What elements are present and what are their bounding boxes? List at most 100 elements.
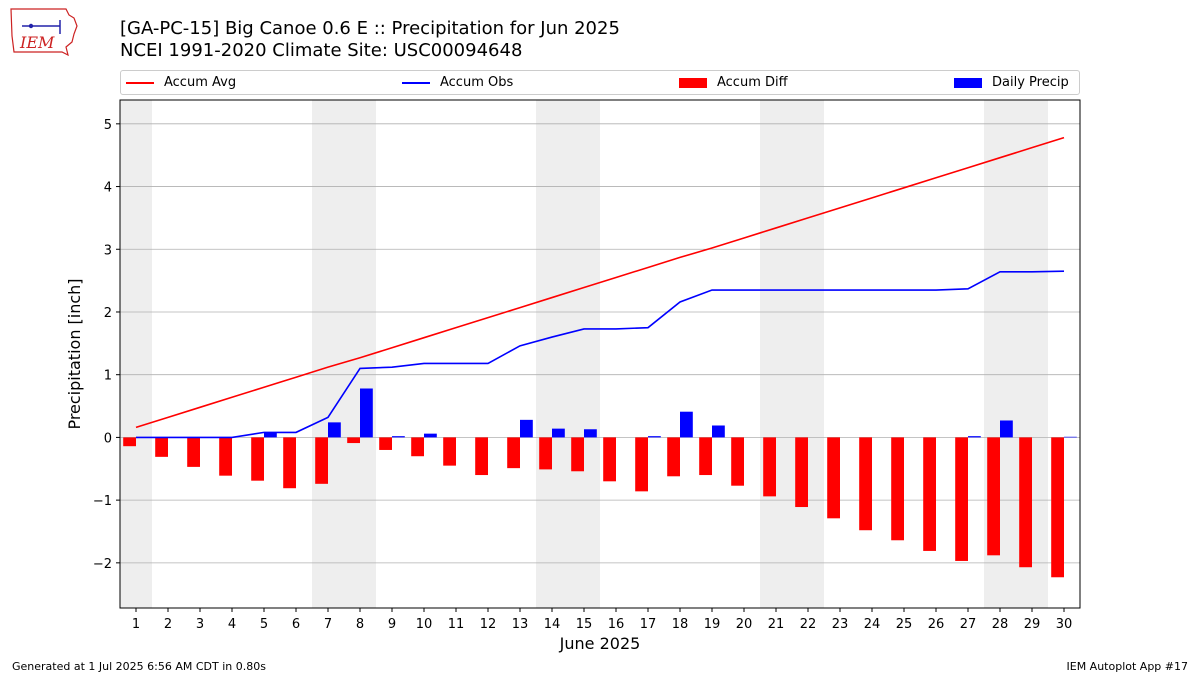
- bar-accum-diff-29: [1019, 437, 1032, 568]
- x-tick-label: 20: [736, 617, 753, 632]
- x-tick-label: 12: [480, 617, 497, 632]
- x-tick-label: 17: [640, 617, 657, 632]
- x-tick-label: 10: [416, 617, 433, 632]
- legend-label-daily-precip: Daily Precip: [992, 75, 1069, 90]
- x-tick-label: 5: [260, 617, 268, 632]
- x-tick-label: 16: [608, 617, 625, 632]
- shade-day-15: [568, 100, 600, 608]
- y-tick-label: −2: [93, 557, 112, 572]
- y-tick-label: 3: [104, 243, 112, 258]
- footer-app: IEM Autoplot App #17: [1066, 660, 1189, 673]
- shade-day-22: [792, 100, 824, 608]
- legend-item-accum-avg: Accum Avg: [126, 74, 236, 92]
- bar-daily-precip-27: [968, 436, 981, 438]
- y-tick-label: 5: [104, 118, 112, 133]
- x-tick-label: 6: [292, 617, 300, 632]
- bar-daily-precip-28: [1000, 420, 1013, 438]
- bar-daily-precip-18: [680, 411, 693, 438]
- legend-label-accum-avg: Accum Avg: [164, 75, 237, 90]
- legend-label-accum-obs: Accum Obs: [440, 75, 514, 90]
- bar-daily-precip-15: [584, 429, 597, 438]
- bar-accum-diff-21: [763, 437, 776, 497]
- x-tick-label: 15: [576, 617, 593, 632]
- bar-daily-precip-9: [392, 436, 405, 438]
- bar-accum-diff-26: [923, 437, 936, 551]
- x-tick-label: 2: [164, 617, 172, 632]
- bar-accum-diff-5: [251, 437, 264, 481]
- x-tick-label: 26: [928, 617, 945, 632]
- x-tick-label: 30: [1056, 617, 1073, 632]
- bar-accum-diff-6: [283, 437, 296, 489]
- bar-accum-diff-11: [443, 437, 456, 466]
- bar-accum-diff-2: [155, 437, 168, 457]
- legend-item-accum-obs: Accum Obs: [402, 74, 513, 92]
- x-tick-label: 28: [992, 617, 1009, 632]
- shade-day-21: [760, 100, 792, 608]
- bar-daily-precip-19: [712, 425, 725, 438]
- x-tick-label: 23: [832, 617, 849, 632]
- bar-accum-diff-4: [219, 437, 232, 476]
- bar-accum-diff-14: [539, 437, 552, 470]
- bar-accum-diff-18: [667, 437, 680, 477]
- plot-frame: [119, 99, 1081, 609]
- shade-day-1: [120, 100, 152, 608]
- bar-accum-diff-17: [635, 437, 648, 492]
- bar-accum-diff-25: [891, 437, 904, 541]
- y-axis-label: Precipitation [inch]: [65, 278, 84, 429]
- x-tick-label: 21: [768, 617, 785, 632]
- shade-day-14: [536, 100, 568, 608]
- x-tick-label: 11: [448, 617, 465, 632]
- x-tick-label: 3: [196, 617, 204, 632]
- x-tick-label: 8: [356, 617, 364, 632]
- y-tick-label: 1: [104, 369, 112, 384]
- x-tick-label: 1: [132, 617, 140, 632]
- bar-accum-diff-16: [603, 437, 616, 482]
- bar-accum-diff-15: [571, 437, 584, 472]
- bar-daily-precip-8: [360, 388, 373, 438]
- bar-accum-diff-23: [827, 437, 840, 519]
- y-tick-label: 2: [104, 306, 112, 321]
- bar-accum-diff-28: [987, 437, 1000, 556]
- bar-accum-diff-10: [411, 437, 424, 457]
- legend-item-accum-diff: Accum Diff: [679, 74, 788, 92]
- bar-daily-precip-13: [520, 419, 533, 438]
- line-accum-avg: [135, 136, 1065, 429]
- legend-swatch-accum-avg: [126, 81, 154, 84]
- x-tick-label: 25: [896, 617, 913, 632]
- x-tick-label: 22: [800, 617, 817, 632]
- x-tick-label: 9: [388, 617, 396, 632]
- bar-accum-diff-30: [1051, 437, 1064, 578]
- x-tick-label: 14: [544, 617, 561, 632]
- bar-daily-precip-30: [1064, 436, 1077, 438]
- bar-accum-diff-22: [795, 437, 808, 508]
- chart-title: [GA-PC-15] Big Canoe 0.6 E :: Precipitat…: [120, 18, 620, 39]
- iem-logo: IEM: [10, 8, 78, 57]
- bar-daily-precip-10: [424, 433, 437, 438]
- bar-daily-precip-14: [552, 428, 565, 438]
- legend-swatch-accum-diff: [679, 77, 707, 88]
- gridlines: [120, 123, 1080, 564]
- line-accum-obs: [136, 270, 1065, 439]
- x-tick-label: 13: [512, 617, 529, 632]
- lines: [135, 136, 1065, 439]
- bar-accum-diff-13: [507, 437, 520, 469]
- x-tick-label: 4: [228, 617, 236, 632]
- legend-swatch-daily-precip: [954, 77, 982, 88]
- bar-accum-diff-8: [347, 437, 360, 444]
- chart-subtitle: NCEI 1991-2020 Climate Site: USC00094648: [120, 40, 523, 61]
- x-tick-label: 29: [1024, 617, 1041, 632]
- legend-item-daily-precip: Daily Precip: [954, 74, 1069, 92]
- bar-accum-diff-19: [699, 437, 712, 476]
- y-tick-label: 0: [104, 431, 112, 446]
- logo-text: IEM: [19, 33, 55, 52]
- bars: [123, 388, 1077, 578]
- x-tick-label: 24: [864, 617, 881, 632]
- bar-accum-diff-7: [315, 437, 328, 484]
- bar-daily-precip-7: [328, 422, 341, 438]
- bar-daily-precip-17: [648, 436, 661, 438]
- x-tick-label: 18: [672, 617, 689, 632]
- legend: Accum Avg Accum Obs Accum Diff Daily Pre…: [120, 70, 1080, 95]
- x-tick-label: 19: [704, 617, 721, 632]
